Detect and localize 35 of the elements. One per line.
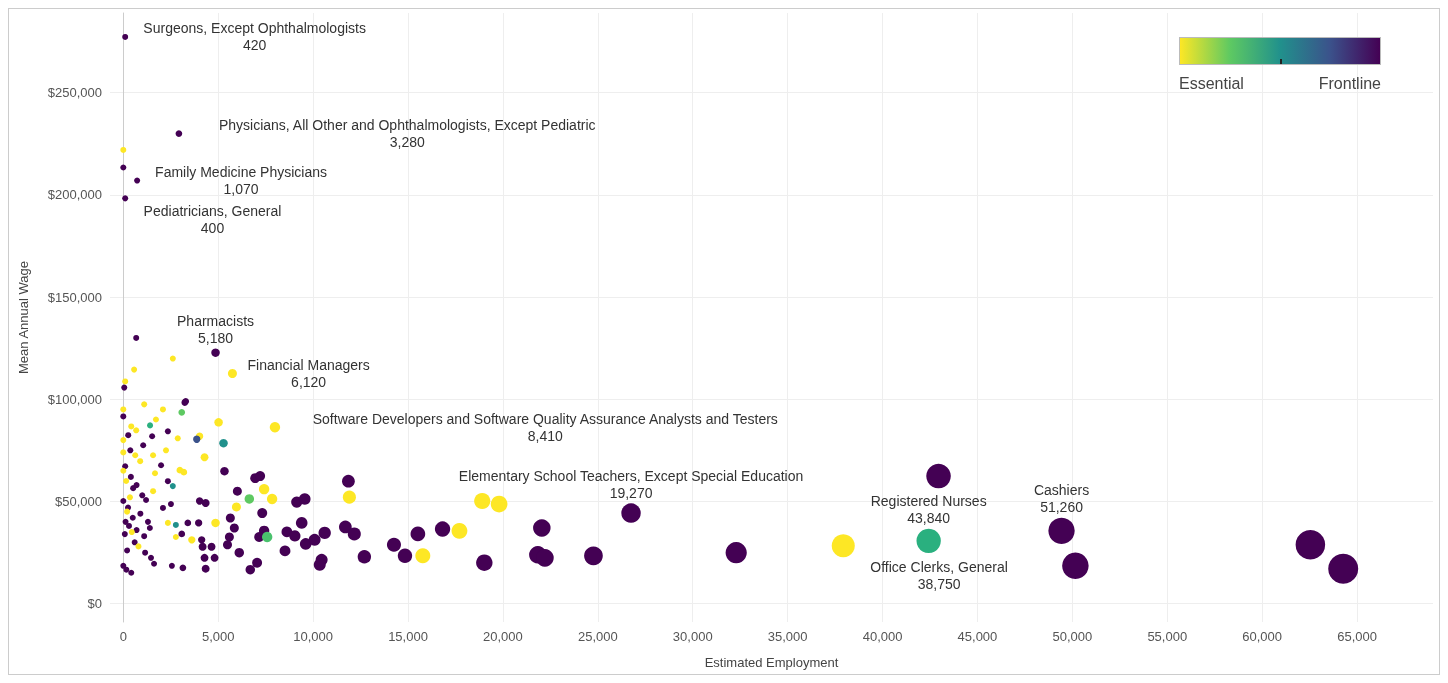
y-tick-label: $100,000 bbox=[47, 391, 102, 407]
x-tick-label: 60,000 bbox=[1242, 629, 1283, 644]
x-tick-label: 10,000 bbox=[293, 629, 333, 644]
y-tick-label: $0 bbox=[87, 596, 102, 612]
y-tick-label: $150,000 bbox=[47, 289, 102, 305]
annotation: Pharmacists 5,180 bbox=[177, 312, 255, 346]
y-axis-title: Mean Annual Wage bbox=[16, 261, 31, 374]
annotation: Software Developers and Software Quality Assurance Analysts and Testers 8,410 bbox=[312, 410, 778, 444]
x-tick-label: 15,000 bbox=[388, 629, 428, 644]
y-tick-label: $200,000 bbox=[47, 187, 102, 203]
x-tick-label: 40,000 bbox=[862, 629, 903, 644]
y-tick-label: $250,000 bbox=[47, 85, 102, 101]
x-tick-label: 30,000 bbox=[672, 629, 713, 644]
x-tick-label: 65,000 bbox=[1337, 629, 1377, 644]
x-tick-label: 35,000 bbox=[767, 629, 808, 644]
x-tick-label: 50,000 bbox=[1052, 629, 1093, 644]
annotation: Frontline bbox=[1318, 75, 1381, 93]
annotation: Cashiers 51,260 bbox=[1033, 482, 1090, 516]
x-tick-label: 5,000 bbox=[201, 629, 235, 644]
x-axis-title: Estimated Employment bbox=[704, 655, 839, 670]
annotation: Family Medicine Physicians 1,070 bbox=[155, 164, 328, 198]
annotation: Pediatricians, General 400 bbox=[143, 202, 282, 236]
x-tick-label: 55,000 bbox=[1147, 629, 1188, 644]
x-tick-label: 45,000 bbox=[957, 629, 998, 644]
annotation: Elementary School Teachers, Except Special Education 19,270 bbox=[458, 467, 804, 501]
annotation: Surgeons, Except Ophthalmologists 420 bbox=[143, 20, 366, 54]
annotation: Office Clerks, General 38,750 bbox=[870, 558, 1008, 592]
annotation: Registered Nurses 43,840 bbox=[870, 493, 987, 527]
annotation: Essential bbox=[1179, 75, 1244, 93]
x-tick-label: 20,000 bbox=[483, 629, 523, 644]
x-tick-label: 0 bbox=[119, 629, 127, 644]
annotation: Physicians, All Other and Ophthalmologists, Except Pediatric 3,280 bbox=[218, 117, 596, 151]
annotation: Financial Managers 6,120 bbox=[247, 357, 370, 390]
x-tick-label: 25,000 bbox=[577, 629, 618, 644]
y-tick-label: $50,000 bbox=[55, 493, 102, 509]
